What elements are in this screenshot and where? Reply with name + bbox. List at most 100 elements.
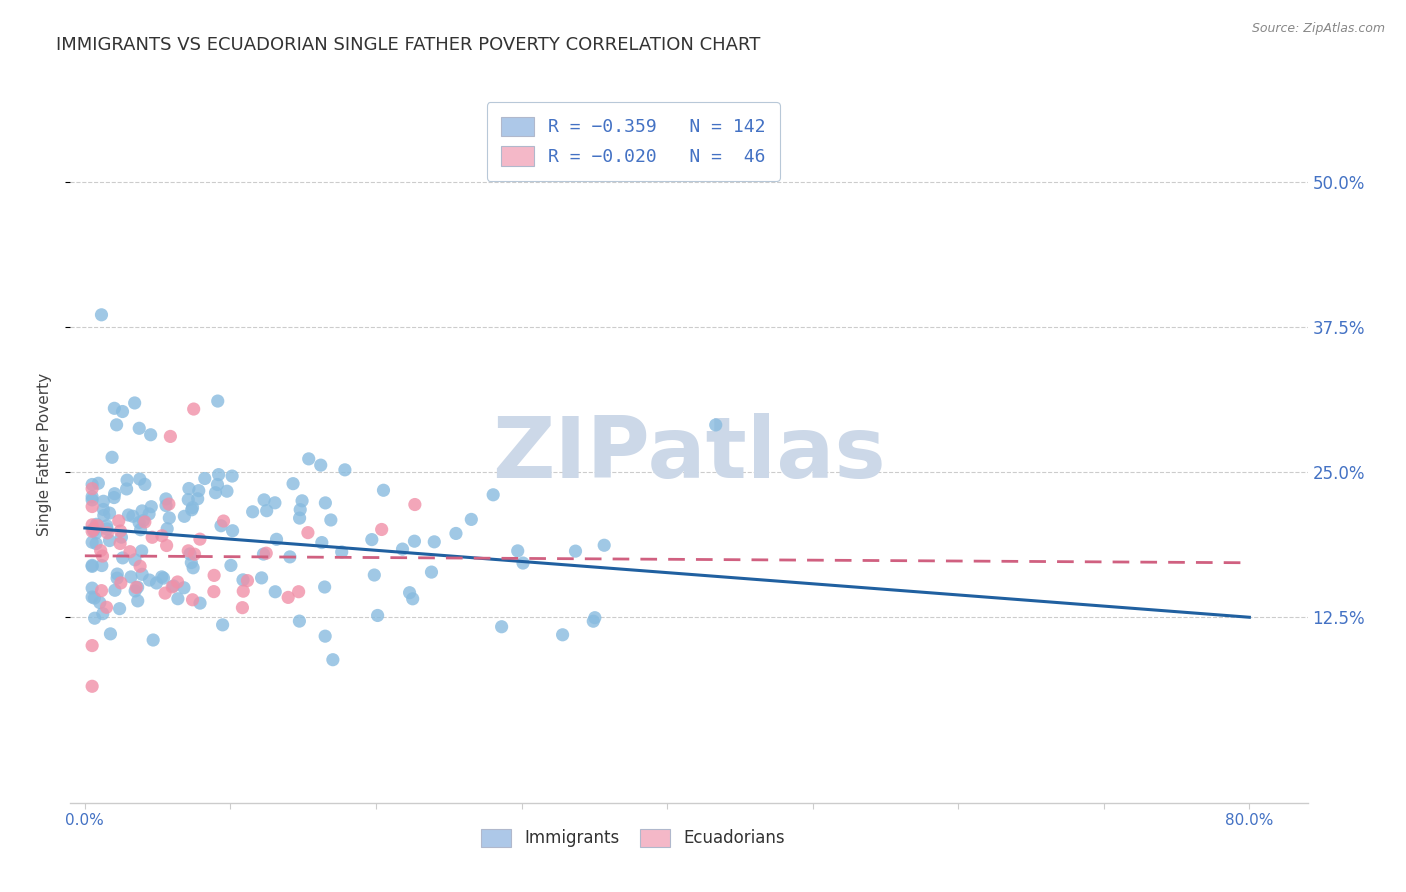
- Point: [83, 524, 105, 538]
- Point: [288, 614, 311, 628]
- Point: [367, 608, 389, 623]
- Point: [360, 533, 382, 547]
- Point: [444, 526, 467, 541]
- Point: [82, 490, 104, 504]
- Point: [153, 586, 176, 600]
- Point: [105, 417, 128, 432]
- Point: [207, 394, 229, 409]
- Point: [177, 544, 200, 558]
- Point: [264, 496, 287, 510]
- Point: [110, 575, 132, 590]
- Point: [256, 504, 278, 518]
- Point: [253, 492, 276, 507]
- Point: [330, 545, 353, 559]
- Point: [93, 502, 115, 516]
- Point: [290, 502, 312, 516]
- Point: [215, 484, 238, 499]
- Point: [208, 467, 231, 482]
- Point: [96, 600, 118, 615]
- Point: [129, 523, 152, 537]
- Point: [314, 580, 336, 594]
- Point: [96, 519, 118, 533]
- Point: [104, 583, 127, 598]
- Point: [115, 473, 138, 487]
- Point: [82, 679, 104, 693]
- Point: [278, 549, 301, 564]
- Point: [582, 614, 605, 628]
- Point: [250, 571, 273, 585]
- Point: [202, 568, 225, 582]
- Point: [118, 545, 141, 559]
- Point: [128, 472, 150, 486]
- Point: [264, 584, 287, 599]
- Point: [128, 516, 150, 530]
- Point: [159, 429, 181, 443]
- Text: IMMIGRANTS VS ECUADORIAN SINGLE FATHER POVERTY CORRELATION CHART: IMMIGRANTS VS ECUADORIAN SINGLE FATHER P…: [56, 36, 761, 54]
- Point: [100, 627, 122, 641]
- Point: [131, 504, 153, 518]
- Point: [482, 488, 505, 502]
- Point: [83, 591, 105, 605]
- Point: [167, 591, 190, 606]
- Point: [83, 522, 105, 536]
- Point: [266, 533, 288, 547]
- Point: [404, 498, 426, 512]
- Point: [90, 308, 112, 322]
- Point: [134, 477, 156, 491]
- Point: [115, 482, 138, 496]
- Point: [291, 493, 314, 508]
- Point: [157, 511, 180, 525]
- Point: [551, 628, 574, 642]
- Point: [152, 571, 174, 585]
- Point: [98, 533, 121, 548]
- Point: [82, 590, 104, 604]
- Point: [232, 573, 254, 587]
- Point: [139, 427, 162, 442]
- Point: [82, 477, 104, 491]
- Point: [120, 570, 142, 584]
- Point: [90, 583, 112, 598]
- Point: [127, 580, 149, 594]
- Point: [363, 568, 385, 582]
- Point: [242, 505, 264, 519]
- Point: [288, 511, 311, 525]
- Point: [101, 450, 124, 465]
- Point: [187, 483, 209, 498]
- Point: [188, 532, 211, 546]
- Point: [512, 556, 534, 570]
- Point: [162, 579, 184, 593]
- Point: [111, 404, 134, 418]
- Point: [254, 546, 277, 560]
- Point: [129, 559, 152, 574]
- Point: [134, 515, 156, 529]
- Point: [166, 574, 188, 589]
- Point: [89, 596, 111, 610]
- Point: [104, 486, 127, 500]
- Point: [583, 610, 606, 624]
- Point: [124, 584, 146, 599]
- Point: [84, 525, 107, 540]
- Point: [188, 596, 211, 610]
- Point: [173, 581, 195, 595]
- Point: [173, 509, 195, 524]
- Point: [231, 600, 253, 615]
- Point: [183, 547, 205, 561]
- Point: [398, 585, 420, 599]
- Point: [593, 538, 616, 552]
- Legend: Immigrants, Ecuadorians: Immigrants, Ecuadorians: [468, 815, 799, 861]
- Point: [138, 507, 160, 521]
- Point: [155, 491, 177, 506]
- Point: [209, 518, 232, 533]
- Point: [564, 544, 586, 558]
- Point: [82, 558, 104, 573]
- Point: [252, 547, 274, 561]
- Point: [132, 514, 155, 528]
- Point: [93, 508, 115, 523]
- Point: [142, 633, 165, 648]
- Point: [107, 514, 129, 528]
- Point: [236, 574, 259, 588]
- Point: [82, 639, 104, 653]
- Point: [150, 570, 173, 584]
- Point: [277, 591, 299, 605]
- Point: [156, 522, 179, 536]
